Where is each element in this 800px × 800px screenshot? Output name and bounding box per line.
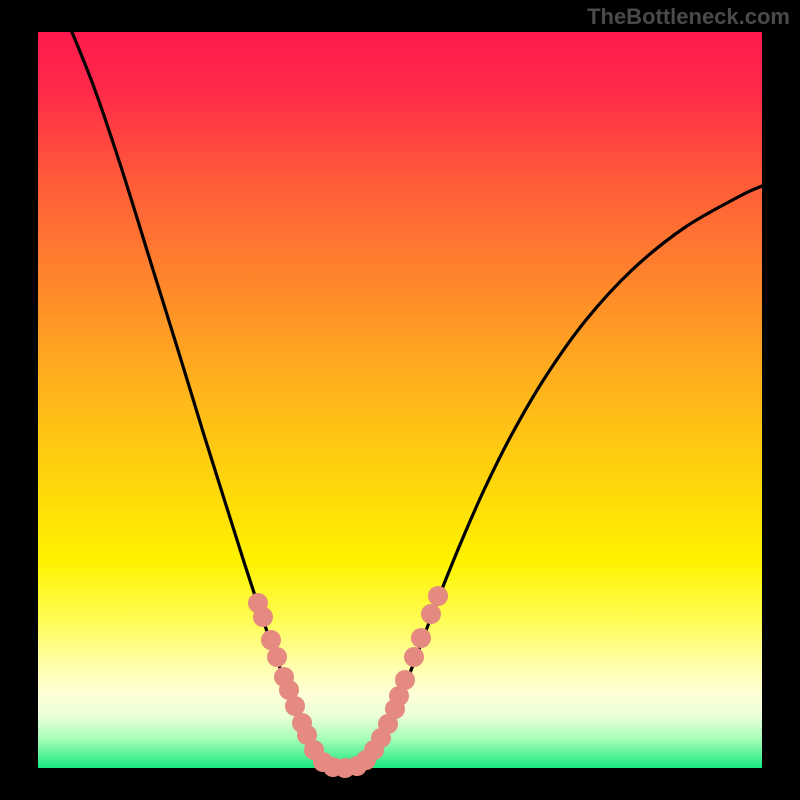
marker-dot [411, 628, 431, 648]
watermark-text: TheBottleneck.com [587, 4, 790, 30]
marker-dot [261, 630, 281, 650]
marker-dot [428, 586, 448, 606]
marker-dot [421, 604, 441, 624]
marker-dot [395, 670, 415, 690]
bottleneck-chart [0, 0, 800, 800]
chart-container: TheBottleneck.com [0, 0, 800, 800]
marker-dot [267, 647, 287, 667]
gradient-background [38, 32, 762, 768]
marker-dot [404, 647, 424, 667]
marker-dot [253, 607, 273, 627]
